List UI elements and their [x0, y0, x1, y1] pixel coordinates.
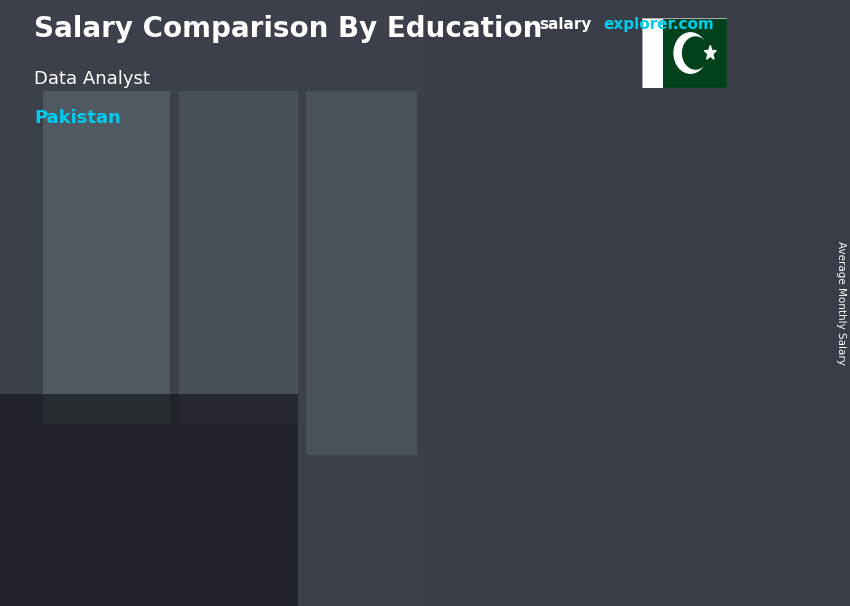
Text: Data Analyst: Data Analyst — [34, 70, 150, 88]
Bar — [127, 368, 241, 497]
FancyArrowPatch shape — [370, 173, 652, 251]
FancyArrowPatch shape — [133, 255, 430, 341]
Bar — [178, 91, 298, 424]
Polygon shape — [241, 362, 260, 497]
Text: salary: salary — [540, 17, 592, 32]
Text: 101,000 PKR: 101,000 PKR — [597, 172, 696, 186]
Bar — [0, 394, 298, 606]
Text: 45,900 PKR: 45,900 PKR — [135, 335, 225, 349]
Text: explorer.com: explorer.com — [604, 17, 714, 32]
Bar — [42, 91, 170, 424]
Bar — [425, 0, 850, 606]
Bar — [586, 215, 700, 497]
Polygon shape — [586, 199, 718, 215]
Text: Salary Comparison By Education: Salary Comparison By Education — [34, 15, 542, 43]
Text: Certificate or
Diploma: Certificate or Diploma — [139, 522, 248, 557]
Polygon shape — [705, 45, 717, 59]
Text: Master's
Degree: Master's Degree — [616, 522, 688, 557]
Polygon shape — [478, 282, 496, 497]
Bar — [663, 18, 727, 88]
Bar — [364, 294, 478, 497]
Polygon shape — [364, 282, 496, 294]
Polygon shape — [127, 362, 260, 368]
Circle shape — [683, 37, 709, 69]
Circle shape — [674, 33, 707, 73]
Text: 72,600 PKR: 72,600 PKR — [372, 256, 462, 270]
Text: +58%: +58% — [240, 271, 320, 295]
Polygon shape — [700, 199, 718, 497]
Text: Bachelor's
Degree: Bachelor's Degree — [388, 522, 473, 557]
Text: Pakistan: Pakistan — [34, 109, 121, 127]
FancyArrowPatch shape — [134, 254, 428, 339]
Bar — [642, 18, 663, 88]
Text: Average Monthly Salary: Average Monthly Salary — [836, 241, 846, 365]
Text: +39%: +39% — [477, 159, 558, 183]
Bar — [306, 91, 416, 454]
FancyArrowPatch shape — [371, 173, 649, 249]
